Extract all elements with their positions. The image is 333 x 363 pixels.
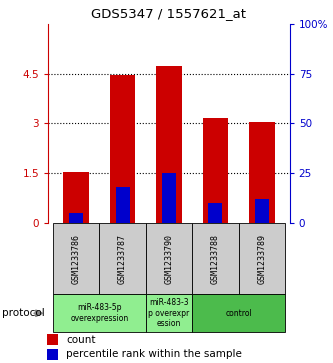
Bar — [208, 203, 222, 223]
Bar — [156, 66, 182, 223]
Text: GSM1233787: GSM1233787 — [118, 234, 127, 284]
Bar — [239, 223, 285, 294]
Bar — [255, 199, 269, 223]
Bar — [47, 334, 58, 345]
Bar — [99, 223, 146, 294]
Text: control: control — [225, 309, 252, 318]
Bar — [192, 223, 239, 294]
Text: GSM1233786: GSM1233786 — [72, 234, 81, 284]
Bar — [69, 213, 83, 223]
Text: GSM1233788: GSM1233788 — [211, 234, 220, 284]
Bar — [192, 294, 285, 332]
Bar — [116, 187, 130, 223]
Title: GDS5347 / 1557621_at: GDS5347 / 1557621_at — [92, 7, 246, 20]
Text: percentile rank within the sample: percentile rank within the sample — [66, 349, 242, 359]
Bar — [63, 172, 89, 223]
Bar — [146, 294, 192, 332]
Text: GSM1233789: GSM1233789 — [257, 234, 266, 284]
Bar — [203, 118, 228, 223]
Text: miR-483-5p
overexpression: miR-483-5p overexpression — [70, 303, 129, 323]
Bar — [146, 223, 192, 294]
Bar — [47, 349, 58, 360]
Bar — [162, 173, 176, 223]
Bar — [249, 122, 275, 223]
Bar — [110, 75, 135, 223]
Text: count: count — [66, 335, 96, 345]
Text: miR-483-3
p overexpr
ession: miR-483-3 p overexpr ession — [149, 298, 189, 328]
Bar — [53, 294, 146, 332]
Text: protocol: protocol — [2, 308, 44, 318]
Text: GSM1233790: GSM1233790 — [165, 234, 173, 284]
Bar — [53, 223, 99, 294]
